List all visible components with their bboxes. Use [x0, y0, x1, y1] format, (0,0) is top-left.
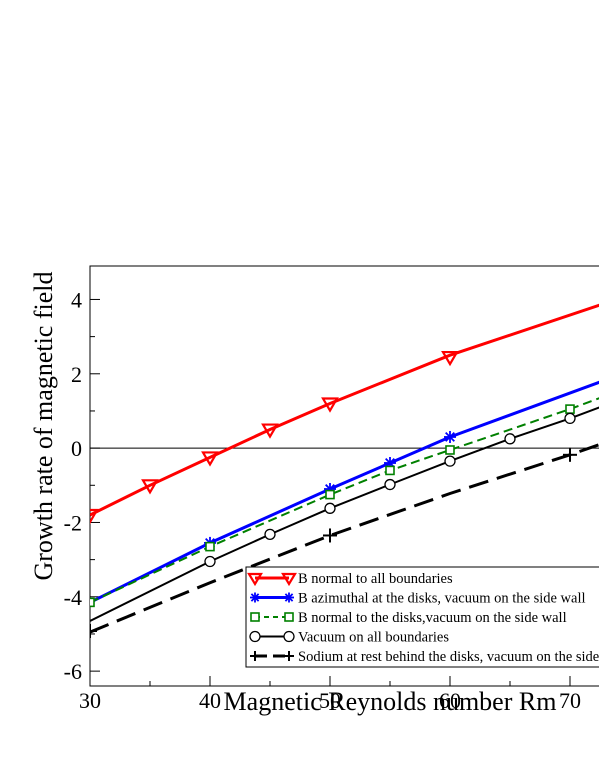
legend-box [245, 566, 599, 668]
square-marker [385, 465, 395, 476]
circle-marker [324, 502, 336, 514]
triangle-marker [321, 397, 339, 413]
y-tick-label: 0 [71, 436, 82, 461]
triangle-marker [281, 572, 297, 587]
circle-marker [384, 478, 396, 491]
asterisk-marker [284, 592, 294, 603]
triangle-marker [247, 572, 263, 587]
y-tick-label: -6 [64, 659, 82, 684]
square-marker [325, 489, 335, 500]
circle-marker [504, 433, 516, 445]
series-line-5 [90, 443, 599, 634]
legend-label-4: Vacuum on all boundaries [298, 630, 449, 646]
square-marker [445, 445, 455, 455]
y-tick-label: 4 [71, 287, 82, 312]
triangle-marker [441, 350, 459, 367]
square-marker [250, 612, 260, 622]
legend-label-5: Sodium at rest behind the disks, vacuum … [298, 649, 599, 665]
x-axis-title: Magnetic Reynolds number Rm [224, 687, 557, 716]
triangle-marker [90, 508, 99, 525]
legend: B normal to all boundaries B azimuthal at… [245, 566, 599, 668]
x-tick-label: 70 [559, 688, 581, 713]
series-layer [90, 303, 599, 638]
circle-marker [204, 555, 216, 568]
y-axis-title: Growth rate of magnetic field [29, 272, 58, 581]
legend-label-1: B normal to all boundaries [298, 571, 453, 587]
x-tick-label: 30 [79, 688, 101, 713]
circle-marker [444, 455, 456, 467]
x-tick-label: 40 [199, 688, 221, 713]
x-tick-label: 60 [439, 688, 461, 713]
triangle-marker [141, 479, 159, 495]
y-tick-label: -4 [64, 585, 82, 610]
square-marker [90, 597, 95, 608]
plus-marker [563, 447, 577, 462]
square-marker [205, 541, 215, 552]
x-tick-label: 50 [319, 688, 341, 713]
triangle-marker [201, 451, 219, 467]
legend-label-3: B normal to the disks,vacuum on the side… [298, 610, 567, 626]
asterisk-marker [250, 592, 260, 603]
circle-marker [283, 630, 295, 643]
asterisk-marker [444, 430, 456, 443]
legend-label-2: B azimuthal at the disks, vacuum on the … [298, 591, 586, 607]
square-marker [284, 612, 294, 622]
series-line-1 [90, 303, 599, 517]
circle-marker [564, 412, 576, 425]
series-line-2 [90, 380, 599, 604]
plot-frame [89, 265, 599, 687]
plus-marker [250, 651, 260, 661]
y-tick-label: 2 [71, 362, 82, 387]
square-marker [565, 404, 575, 414]
circle-marker [249, 630, 261, 643]
triangle-marker [261, 423, 279, 439]
circle-marker [264, 528, 276, 541]
plus-marker [90, 623, 97, 638]
y-tick-label: -2 [64, 510, 82, 535]
plus-marker [284, 651, 294, 661]
plus-marker [323, 528, 337, 543]
